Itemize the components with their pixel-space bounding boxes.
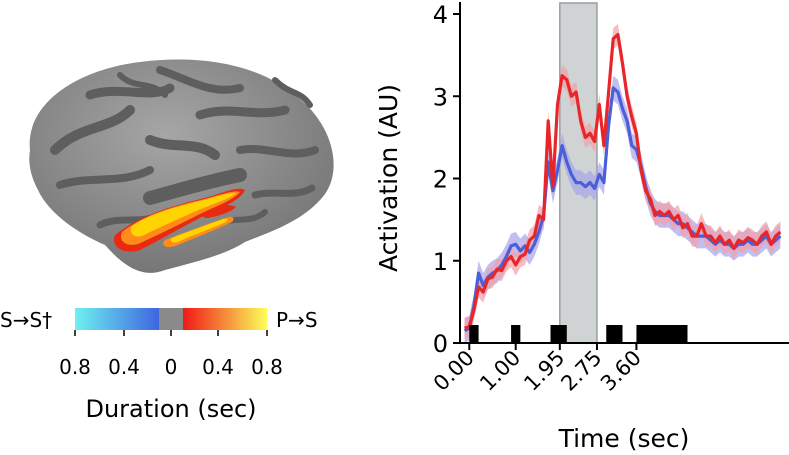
colorbar-tick-label: 0.4 bbox=[108, 355, 140, 379]
colorbar: S→S† P→S 0.8 0.4 0 0.4 0.8 Duration (sec… bbox=[0, 308, 318, 423]
x-tick-label: 1.00 bbox=[475, 346, 525, 396]
x-tick-label: 3.60 bbox=[596, 346, 646, 396]
significance-bar bbox=[636, 325, 688, 343]
colorbar-zero bbox=[159, 308, 183, 330]
brain-surface-image bbox=[29, 59, 334, 273]
significance-bar bbox=[511, 325, 521, 343]
lateral-fissure bbox=[143, 168, 247, 205]
brain-panel: S→S† P→S 0.8 0.4 0 0.4 0.8 Duration (sec… bbox=[0, 59, 334, 423]
colorbar-tick-label: 0 bbox=[165, 355, 178, 379]
colorbar-tick-label: 0.8 bbox=[251, 355, 283, 379]
x-tick-label: 1.95 bbox=[519, 346, 569, 396]
colorbar-left-label: S→S† bbox=[0, 308, 52, 332]
colorbar-negative bbox=[75, 308, 159, 330]
y-tick-label: 4 bbox=[433, 1, 448, 29]
activation-clusters bbox=[114, 188, 245, 252]
blue-series-confidence-band bbox=[464, 75, 781, 343]
colorbar-tick-marks bbox=[74, 330, 268, 336]
red-series-line bbox=[464, 33, 782, 330]
y-tick-label: 2 bbox=[433, 166, 448, 194]
colorbar-positive bbox=[183, 308, 267, 330]
colorbar-right-label: P→S bbox=[276, 308, 318, 332]
x-axis-label: Time (sec) bbox=[558, 424, 690, 453]
blue-series-line bbox=[463, 86, 782, 333]
y-tick-label: 0 bbox=[433, 330, 448, 358]
significance-bar bbox=[606, 325, 623, 343]
significance-bar bbox=[469, 325, 479, 343]
significance-bar bbox=[550, 325, 567, 343]
x-tick-label: 2.75 bbox=[556, 346, 606, 396]
y-tick-label: 1 bbox=[433, 248, 448, 276]
colorbar-tick-label: 0.8 bbox=[59, 355, 91, 379]
colorbar-tick-label: 0.4 bbox=[202, 355, 234, 379]
y-axis-label: Activation (AU) bbox=[374, 84, 403, 272]
colorbar-title: Duration (sec) bbox=[85, 395, 256, 423]
y-tick-label: 3 bbox=[433, 83, 448, 111]
